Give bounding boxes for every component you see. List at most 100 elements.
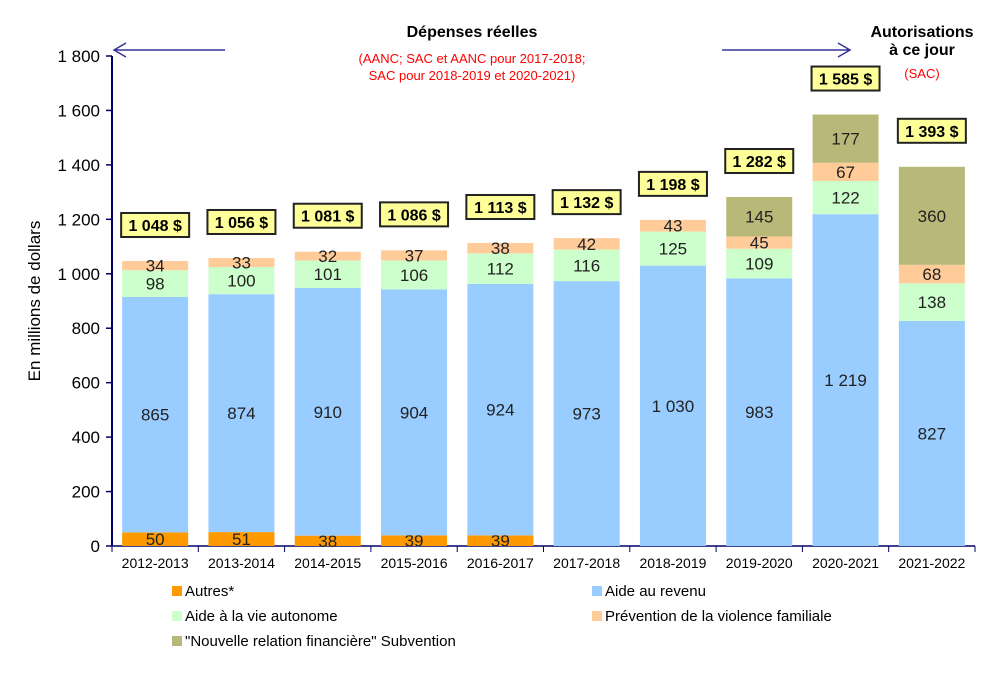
authorities-title: à ce jour <box>889 42 955 59</box>
data-label: 51 <box>232 530 251 549</box>
bar-segment <box>122 532 189 546</box>
bar-segment <box>553 281 620 546</box>
bar-segment <box>726 197 793 237</box>
total-label: 1 585 $ <box>819 72 872 89</box>
data-label: 116 <box>573 256 600 275</box>
x-tick-label: 2020-2021 <box>812 555 879 571</box>
total-label: 1 048 $ <box>128 218 181 235</box>
x-tick-label: 2017-2018 <box>553 555 620 571</box>
data-label: 106 <box>400 266 428 285</box>
data-label: 904 <box>400 403 428 422</box>
bar-segment <box>467 253 534 284</box>
bar-segment <box>898 283 965 321</box>
legend-label: Autres* <box>185 583 234 600</box>
data-label: 924 <box>486 401 514 420</box>
right-arrow-icon <box>722 42 852 58</box>
bar-segment <box>812 214 879 546</box>
data-label: 1 219 <box>824 371 867 390</box>
bar-segment <box>639 219 706 232</box>
total-box <box>206 208 277 235</box>
total-label: 1 113 $ <box>474 200 527 217</box>
data-label: 32 <box>318 247 337 266</box>
authorities-note: (SAC) <box>904 66 939 81</box>
data-label: 68 <box>922 265 941 284</box>
y-tick-label: 1 800 <box>57 47 100 66</box>
data-label: 101 <box>314 265 342 284</box>
y-tick-label: 200 <box>72 483 100 502</box>
bar-segment <box>381 289 448 536</box>
x-tick-label: 2013-2014 <box>208 555 275 571</box>
legend-label: Aide au revenu <box>605 583 706 600</box>
bar-segment <box>898 264 965 284</box>
bar-segment <box>208 532 275 546</box>
bar-segment <box>208 266 275 295</box>
total-label: 1 282 $ <box>733 154 786 171</box>
bar-segment <box>553 238 620 250</box>
actual-spending-title: Dépenses réelles <box>407 24 538 41</box>
bar-segment <box>208 257 275 267</box>
y-tick-label: 1 000 <box>57 265 100 284</box>
legend-label: Prévention de la violence familiale <box>605 608 832 625</box>
data-label: 122 <box>831 189 859 208</box>
data-label: 34 <box>146 257 165 276</box>
total-box <box>120 211 191 238</box>
x-tick-label: 2019-2020 <box>726 555 793 571</box>
x-tick-label: 2018-2019 <box>639 555 706 571</box>
y-tick-label: 400 <box>72 428 100 447</box>
data-label: 145 <box>745 208 773 227</box>
bar-segment <box>381 250 448 261</box>
data-label: 112 <box>487 260 514 279</box>
bar-segment <box>726 236 793 249</box>
legend-swatch <box>592 586 602 596</box>
total-box <box>551 189 622 216</box>
bar-segment <box>812 114 879 163</box>
x-tick-label: 2014-2015 <box>294 555 361 571</box>
x-tick-label: 2021-2022 <box>898 555 965 571</box>
total-label: 1 056 $ <box>215 215 268 232</box>
y-tick-label: 1 400 <box>57 156 100 175</box>
total-box <box>379 201 450 228</box>
x-tick-label: 2012-2013 <box>122 555 189 571</box>
data-label: 827 <box>918 424 946 443</box>
data-label: 45 <box>750 234 769 253</box>
data-label: 177 <box>831 130 859 149</box>
data-label: 983 <box>745 403 773 422</box>
y-tick-label: 800 <box>72 319 100 338</box>
data-label: 33 <box>232 253 251 272</box>
bar-segment <box>639 265 706 546</box>
y-axis-label: En millions de dollars <box>25 221 44 382</box>
bar-segment <box>812 180 879 215</box>
data-label: 910 <box>314 403 342 422</box>
bar-segment <box>726 278 793 546</box>
data-label: 38 <box>491 239 510 258</box>
bar-segment <box>898 320 965 546</box>
total-box <box>810 65 881 92</box>
total-box <box>724 148 795 175</box>
total-label: 1 393 $ <box>905 124 958 141</box>
data-label: 360 <box>918 207 946 226</box>
data-label: 67 <box>836 163 855 182</box>
legend-swatch <box>172 611 182 621</box>
bar-segment <box>294 287 361 536</box>
actual-spending-note: SAC pour 2018-2019 et 2020-2021) <box>369 68 576 83</box>
authorities-title: Autorisations <box>870 24 973 41</box>
data-label: 50 <box>146 530 165 549</box>
legend-swatch <box>172 636 182 646</box>
data-label: 865 <box>141 406 169 425</box>
bar-segment <box>294 251 361 261</box>
legend-label: Aide à la vie autonome <box>185 608 338 625</box>
y-tick-label: 1 200 <box>57 210 100 229</box>
data-label: 138 <box>918 293 946 312</box>
total-box <box>637 170 708 197</box>
bar-segment <box>467 535 534 546</box>
data-label: 1 030 <box>652 397 695 416</box>
bar-segment <box>726 248 793 279</box>
x-tick-label: 2016-2017 <box>467 555 534 571</box>
bar-segment <box>381 535 448 546</box>
bar-segment <box>812 162 879 181</box>
bar-segment <box>122 296 189 533</box>
bar-segment <box>381 260 448 290</box>
data-label: 39 <box>405 532 424 551</box>
total-box <box>896 117 967 144</box>
